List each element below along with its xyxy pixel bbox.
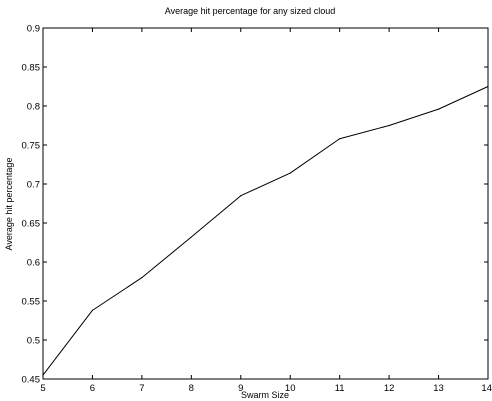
data-point xyxy=(190,236,192,238)
y-tick-label: 0.65 xyxy=(22,219,41,230)
series-layer xyxy=(42,85,489,376)
plot-frame xyxy=(42,27,489,380)
data-point xyxy=(42,374,44,376)
y-tick-label: 0.7 xyxy=(27,180,40,191)
x-tick-label: 5 xyxy=(40,383,45,394)
x-tick-label: 6 xyxy=(90,383,95,394)
y-tick-label: 0.5 xyxy=(27,336,40,347)
data-point xyxy=(91,309,94,311)
chart-title: Average hit percentage for any sized clo… xyxy=(165,6,335,16)
x-tick-label: 13 xyxy=(433,383,444,394)
x-axis-label: Swarm Size xyxy=(241,390,289,400)
x-tick-label: 14 xyxy=(481,383,492,394)
data-point xyxy=(487,85,489,88)
x-tick-label: 9 xyxy=(238,383,243,394)
x-tick-label: 12 xyxy=(384,383,395,394)
y-tick-label: 0.85 xyxy=(22,63,41,74)
data-point xyxy=(141,277,143,279)
x-tick-label: 11 xyxy=(335,383,345,394)
data-point xyxy=(388,124,390,127)
y-tick-label: 0.45 xyxy=(22,375,41,386)
series-line xyxy=(42,86,489,376)
x-tick-label: 7 xyxy=(139,383,144,394)
y-axis-label: Average hit percentage xyxy=(4,158,14,251)
x-tick-label: 8 xyxy=(189,383,194,394)
y-tick-label: 0.75 xyxy=(22,141,41,152)
data-point xyxy=(339,138,341,140)
data-point xyxy=(240,195,242,197)
y-tick-label: 0.9 xyxy=(27,24,40,35)
y-tick-label: 0.55 xyxy=(22,297,41,308)
data-point xyxy=(289,172,291,174)
x-tick-label: 10 xyxy=(285,383,296,394)
y-tick-label: 0.6 xyxy=(27,258,40,269)
y-axis-ticks: 0.45 0.5 0.55 0.6 0.65 0.7 0.75 0.8 0.85 0.9 xyxy=(22,24,488,386)
data-point xyxy=(437,108,440,110)
y-tick-label: 0.8 xyxy=(27,102,40,113)
x-axis-ticks: 5 6 7 8 9 10 11 12 13 14 xyxy=(40,28,492,394)
